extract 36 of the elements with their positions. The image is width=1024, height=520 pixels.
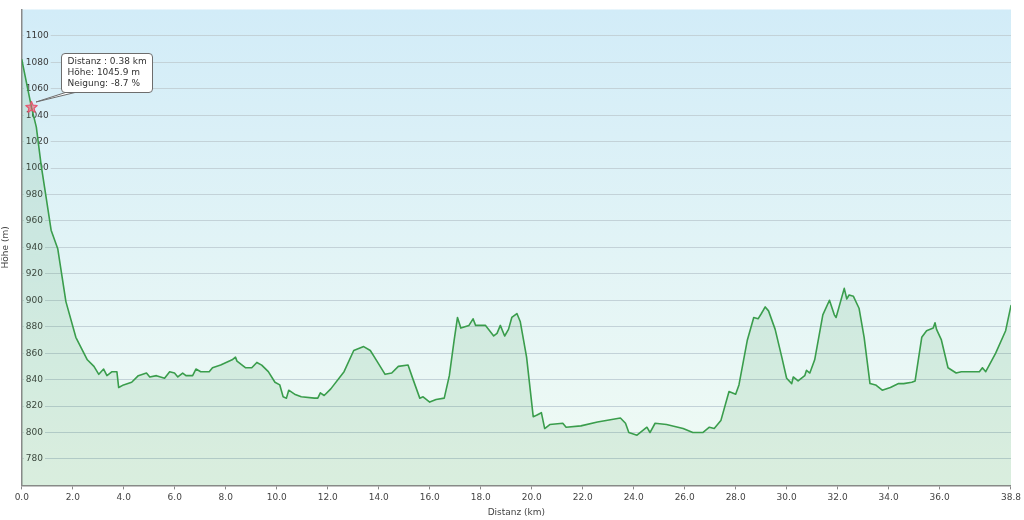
y-tick-label: 800 <box>25 426 44 437</box>
x-axis-title: Distanz (km) <box>487 506 546 517</box>
y-tick-label: 940 <box>25 241 44 252</box>
y-tick-label: 960 <box>25 215 44 226</box>
y-tick-label: 1100 <box>25 30 49 41</box>
y-tick-label: 860 <box>25 347 44 358</box>
x-tick-label: 14.0 <box>368 492 390 503</box>
x-tick-label: 34.0 <box>878 492 899 503</box>
x-tick-label: 28.0 <box>725 492 746 503</box>
x-tick-label: 36.0 <box>929 492 950 503</box>
y-tick-label: 780 <box>25 453 44 464</box>
y-tick-label: 920 <box>25 268 44 279</box>
x-tick-label: 2.0 <box>65 492 81 503</box>
y-tick-label: 900 <box>25 294 44 305</box>
x-tick-label: 16.0 <box>419 492 440 503</box>
x-tick-label: 4.0 <box>116 492 132 503</box>
x-tick-label: 24.0 <box>623 492 644 503</box>
y-tick-label: 1080 <box>25 56 49 67</box>
y-tick-label: 820 <box>25 400 44 411</box>
x-tick-label: 0.0 <box>14 492 30 503</box>
y-tick-label: 980 <box>25 188 44 199</box>
x-tick-label: 26.0 <box>674 492 695 503</box>
y-tick-label: 840 <box>25 373 44 384</box>
x-tick-label: 8.0 <box>218 492 234 503</box>
x-tick-label: 38.8 <box>1000 492 1022 503</box>
y-axis-title: Höhe (m) <box>0 226 10 269</box>
x-tick-label: 12.0 <box>317 492 339 503</box>
annotation: Distanz : 0.38 km Höhe: 1045.9 m Neigung: -8.7 % <box>61 53 153 94</box>
x-tick-label: 18.0 <box>470 492 491 503</box>
x-tick-label: 10.0 <box>266 492 288 503</box>
x-tick-label: 30.0 <box>776 492 797 503</box>
x-tick-label: 22.0 <box>572 492 593 503</box>
x-tick-label: 6.0 <box>167 492 183 503</box>
y-tick-label: 880 <box>25 321 44 332</box>
x-tick-label: 32.0 <box>827 492 848 503</box>
x-tick-label: 20.0 <box>521 492 542 503</box>
